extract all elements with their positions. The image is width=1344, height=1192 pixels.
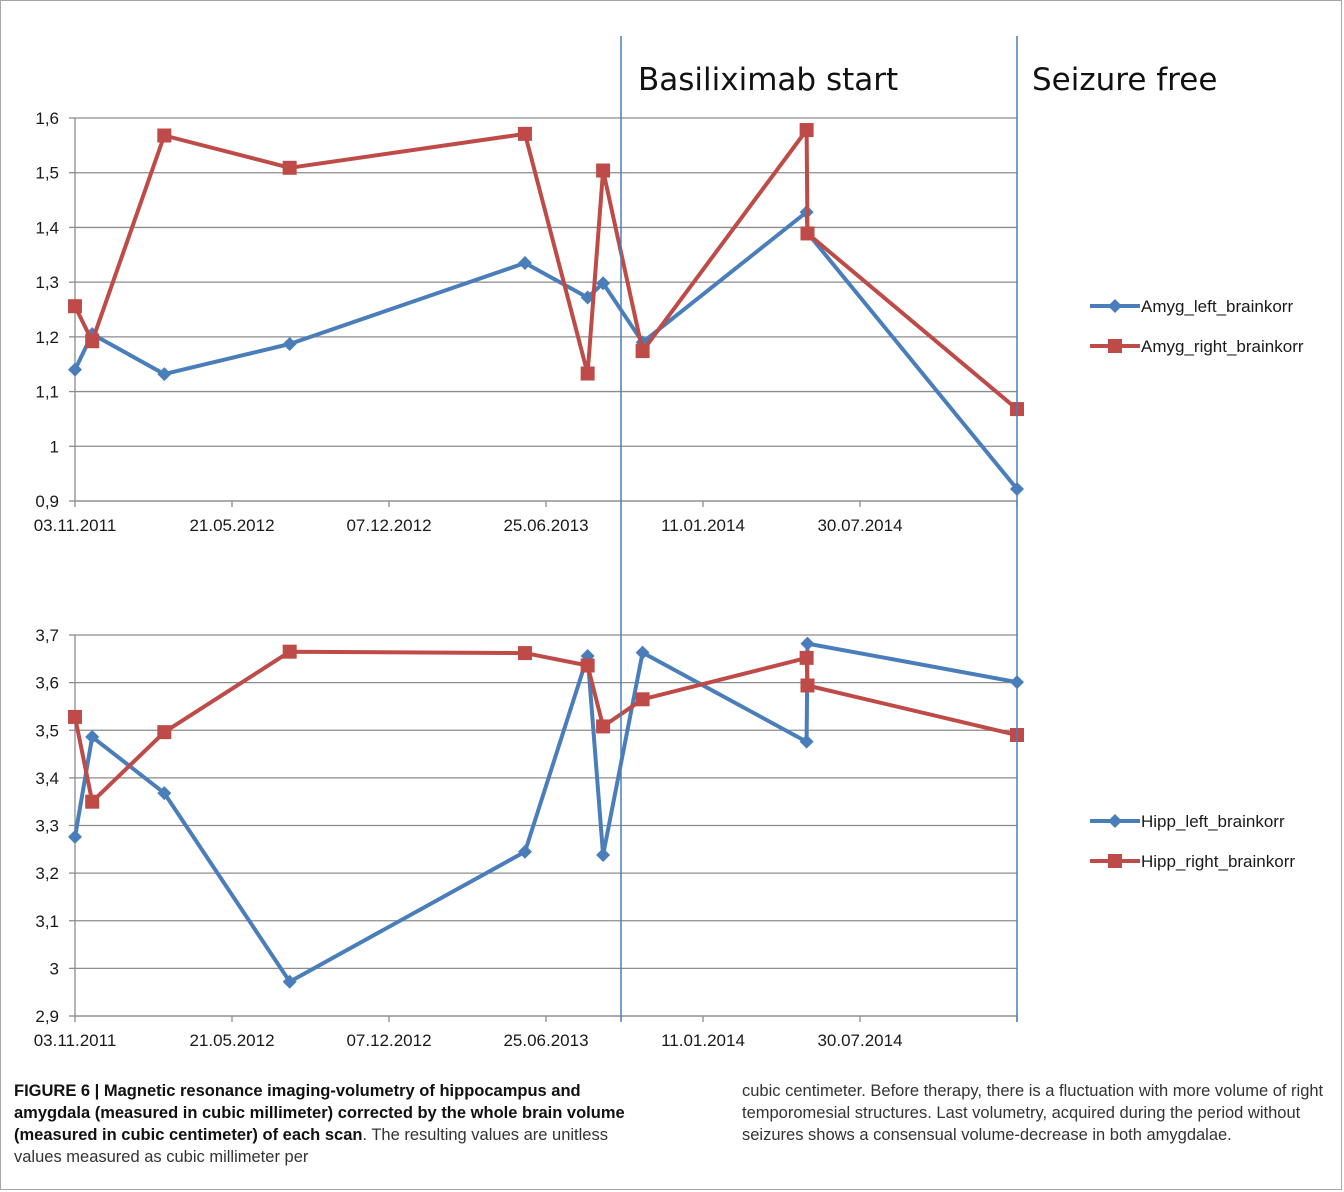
amyg-y-tick-label: 1,3 (35, 273, 59, 292)
hipp-series-right-point (157, 725, 172, 740)
amyg-chart: 0,9 1 1,1 1,2 1,3 1,4 1,5 1,6 03.11.2011 21.05.20… (34, 109, 1304, 535)
amyg-legend-marker-right (1108, 339, 1122, 353)
hipp-y-tick-label: 3,4 (35, 769, 59, 788)
hipp-series-right-point (85, 794, 100, 809)
hipp-series-right-point (282, 644, 297, 659)
amyg-series-right-point (596, 163, 611, 178)
hipp-series-left-point (157, 786, 172, 801)
amyg-series-right-point (157, 128, 172, 143)
amyg-legend-marker-left (1108, 299, 1122, 313)
caption-text-right: cubic centimeter. Before therapy, there … (742, 1082, 1324, 1144)
hipp-series-left-point (596, 848, 611, 863)
hipp-y-tick-label: 3,6 (35, 674, 59, 693)
amyg-y-tick-label: 1,1 (35, 383, 59, 402)
hipp-legend-marker-right (1108, 854, 1122, 868)
amyg-series-left-point (157, 367, 172, 382)
amyg-x-tick-label: 03.11.2011 (34, 516, 117, 535)
amyg-series-right-point (282, 160, 297, 175)
hipp-series-right-point (635, 692, 650, 707)
hipp-x-tick-label: 03.11.2011 (34, 1031, 117, 1050)
amyg-y-tick-label: 1 (50, 437, 59, 456)
hipp-series-left-point (800, 636, 815, 651)
hipp-series-right-point (799, 650, 814, 665)
amyg-series-left-point (517, 255, 532, 270)
hipp-series-left-point (517, 844, 532, 859)
figure-caption: FIGURE 6 | Magnetic resonance imaging-vo… (14, 1080, 1330, 1190)
hipp-series-right-point (517, 646, 532, 661)
hipp-x-tick-label: 25.06.2013 (503, 1031, 588, 1050)
amyg-series-left-line (73, 210, 1019, 491)
hipp-y-tick-label: 3 (50, 959, 59, 978)
hipp-series-left-point (282, 974, 297, 989)
amyg-series-right-line (73, 128, 1019, 411)
caption-title: FIGURE 6 | Magnetic resonance imaging-vo… (14, 1082, 625, 1144)
amyg-series-right-point (517, 126, 532, 141)
hipp-series-left-point (799, 734, 814, 749)
hipp-y-tick-label: 3,7 (35, 626, 59, 645)
hipp-series-left-point (68, 829, 82, 844)
hipp-x-tick-label: 07.12.2012 (346, 1031, 431, 1050)
amyg-y-tick-label: 1,2 (35, 328, 59, 347)
caption-right-column: cubic centimeter. Before therapy, there … (742, 1080, 1330, 1190)
amyg-legend-label-left: Amyg_left_brainkorr (1141, 297, 1293, 316)
amyg-y-tick-label: 1,5 (35, 164, 59, 183)
hipp-series-left-point (635, 645, 650, 660)
hipp-y-tick-label: 3,5 (35, 721, 59, 740)
hipp-x-tick-label: 30.07.2014 (817, 1031, 902, 1050)
amyg-series-right-point (635, 344, 650, 359)
hipp-y-tick-label: 3,1 (35, 912, 59, 931)
hipp-series-left-point (85, 729, 100, 744)
seizure-free-label: Seizure free (1032, 62, 1217, 98)
amyg-y-tick-label: 0,9 (35, 492, 59, 511)
amyg-series-right-point (800, 226, 815, 241)
amyg-series-right-point (85, 334, 100, 349)
hipp-y-tick-label: 2,9 (35, 1007, 59, 1026)
amyg-series-left-point (596, 276, 611, 291)
hipp-series-right-point (580, 658, 595, 673)
amyg-series-right-point (68, 299, 82, 314)
amyg-x-tick-label: 25.06.2013 (503, 516, 588, 535)
hipp-series-right-point (596, 719, 611, 734)
caption-text-left: The resulting values are unitless values… (14, 1126, 608, 1166)
hipp-legend-marker-left (1108, 814, 1122, 828)
basiliximab-start-label: Basiliximab start (638, 62, 898, 98)
hipp-y-tick-label: 3,2 (35, 864, 59, 883)
amyg-y-tick-label: 1,4 (35, 218, 59, 237)
figure-charts: 0,9 1 1,1 1,2 1,3 1,4 1,5 1,6 03.11.2011 21.05.20… (34, 36, 1304, 1050)
hipp-series-left-line (73, 641, 1018, 984)
amyg-y-tick-label: 1,6 (35, 109, 59, 128)
hipp-series-right-point (68, 709, 82, 724)
hipp-x-tick-label: 11.01.2014 (661, 1031, 745, 1050)
hipp-y-tick-label: 3,3 (35, 817, 59, 836)
amyg-x-tick-label: 30.07.2014 (817, 516, 902, 535)
hipp-series-right-line (73, 649, 1018, 804)
amyg-legend-label-right: Amyg_right_brainkorr (1141, 337, 1304, 356)
amyg-x-tick-label: 11.01.2014 (661, 516, 745, 535)
hipp-x-tick-label: 21.05.2012 (189, 1031, 274, 1050)
amyg-series-right-point (580, 366, 595, 381)
amyg-series-left-point (282, 336, 297, 351)
amyg-series-left-point (68, 362, 82, 377)
amyg-series-right-point (799, 123, 814, 138)
hipp-series-right-point (800, 678, 815, 693)
hipp-legend-label-left: Hipp_left_brainkorr (1141, 812, 1285, 831)
amyg-x-tick-label: 21.05.2012 (189, 516, 274, 535)
hipp-chart: 2,9 3 3,1 3,2 3,3 3,4 3,5 3,6 3,7 03.11.2011 21.05… (34, 626, 1296, 1050)
caption-title-end: . (362, 1126, 368, 1144)
caption-left-column: FIGURE 6 | Magnetic resonance imaging-vo… (14, 1080, 654, 1190)
amyg-x-tick-label: 07.12.2012 (346, 516, 431, 535)
hipp-legend-label-right: Hipp_right_brainkorr (1141, 852, 1295, 871)
